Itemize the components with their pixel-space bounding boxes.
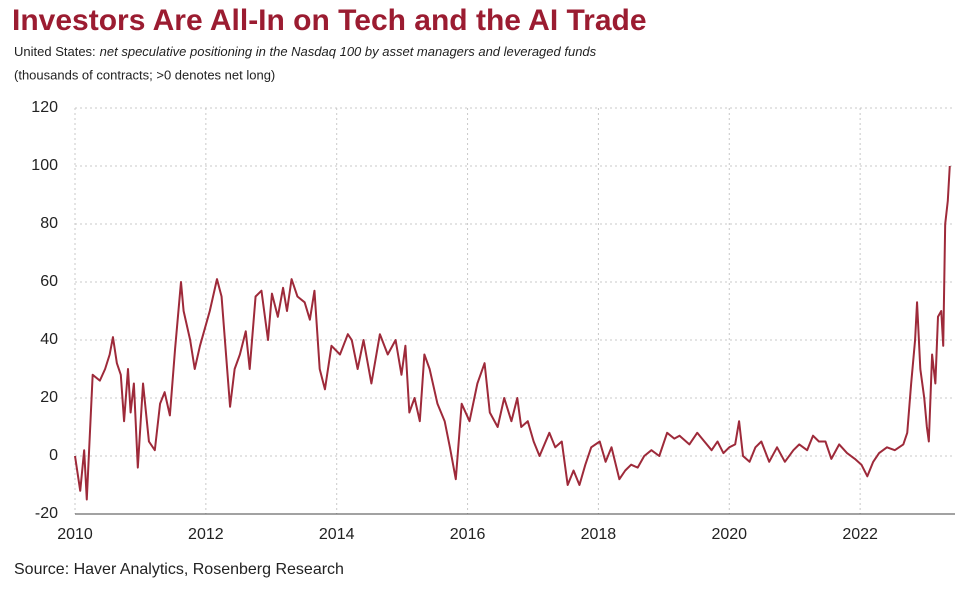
y-tick-label: 80 [40,215,58,232]
y-tick-label: 0 [49,447,58,464]
x-tick-label: 2022 [842,526,878,543]
x-tick-label: 2016 [450,526,486,543]
chart-title: Investors Are All-In on Tech and the AI … [12,4,647,37]
x-tick-label: 2014 [319,526,355,543]
x-tick-label: 2010 [57,526,93,543]
y-tick-label: 120 [31,99,58,116]
data-line [74,165,951,501]
y-tick-label: 20 [40,389,58,406]
y-tick-label: -20 [35,505,58,522]
chart-note: (thousands of contracts; >0 denotes net … [14,67,275,82]
subtitle-text: net speculative positioning in the Nasda… [100,44,597,59]
x-tick-label: 2012 [188,526,224,543]
subtitle-region: United States: [14,44,96,59]
y-tick-label: 60 [40,273,58,290]
x-tick-label: 2018 [581,526,617,543]
chart-subtitle: United States: net speculative positionin… [14,44,597,59]
chart-source: Source: Haver Analytics, Rosenberg Resea… [14,561,344,578]
y-tick-label: 40 [40,331,58,348]
x-tick-label: 2020 [711,526,747,543]
y-tick-label: 100 [31,157,58,174]
